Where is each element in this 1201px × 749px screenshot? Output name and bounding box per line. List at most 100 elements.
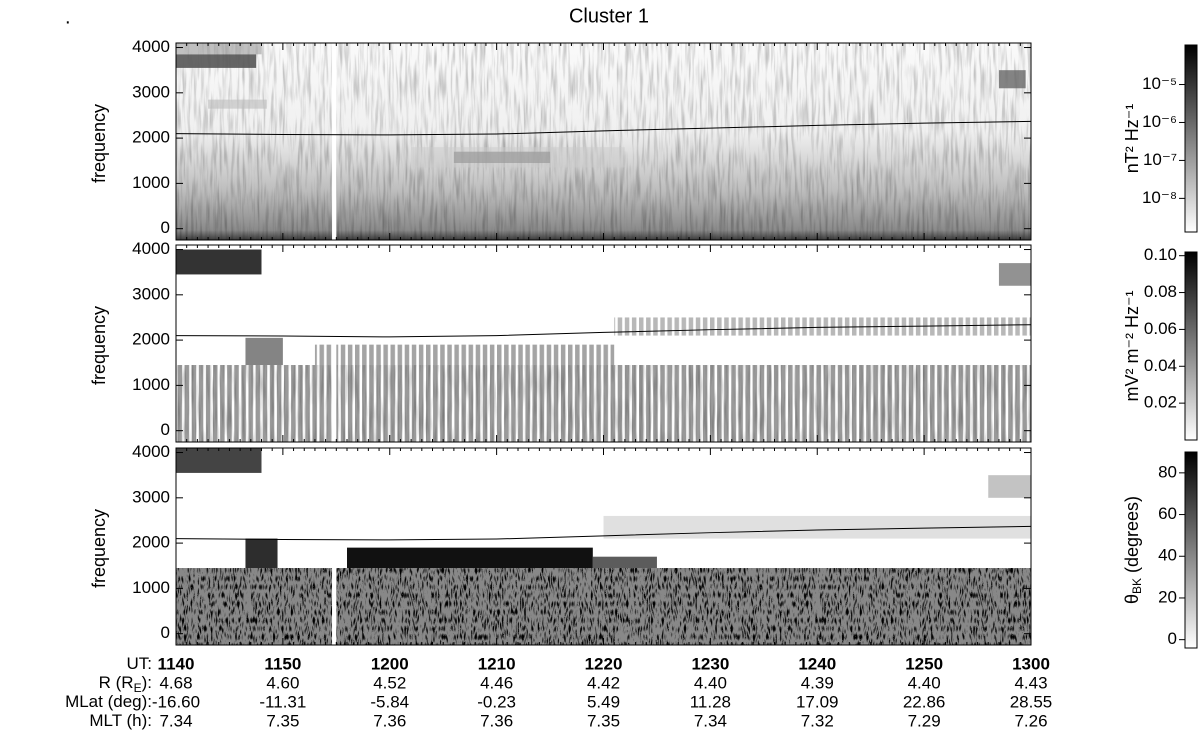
- row-label: R (RE):: [99, 673, 152, 695]
- corner-mark: .: [65, 6, 71, 28]
- spectrogram-region: [208, 99, 267, 109]
- ephemeris-value: 7.35: [587, 711, 620, 730]
- ephemeris-value: 7.26: [1014, 711, 1047, 730]
- ephemeris-value: 7.34: [159, 711, 192, 730]
- colorbar: [1184, 44, 1198, 233]
- ephemeris-value: 4.42: [587, 673, 620, 692]
- colorbar-tick-label: 0.02: [1144, 393, 1177, 412]
- spectrogram-region: [176, 249, 262, 275]
- y-tick-label: 4000: [132, 442, 170, 461]
- y-tick-label: 4000: [132, 239, 170, 258]
- colorbar-tick-label: 10⁻⁶: [1142, 112, 1177, 131]
- spectrogram-region: [592, 556, 657, 569]
- spectrogram-region: [314, 344, 615, 366]
- y-tick-label: 2000: [132, 128, 170, 147]
- y-tick-label: 1000: [132, 173, 170, 192]
- colorbar-label-text: mV² m⁻² Hz⁻¹: [1122, 291, 1142, 402]
- colorbar-tick-label: 20: [1158, 587, 1177, 606]
- x-tick-label: 1250: [905, 654, 943, 673]
- colorbar-tick-label: 0.06: [1144, 319, 1177, 338]
- ephemeris-value: 7.36: [480, 711, 513, 730]
- x-tick-label: 1140: [158, 654, 195, 673]
- spectrogram-region: [603, 515, 1031, 539]
- colorbar-label-sub: BK: [1130, 578, 1144, 594]
- spectrogram-region: [998, 70, 1026, 89]
- y-tick-label: 0: [161, 623, 170, 642]
- row-label-text: MLat (deg):: [65, 692, 152, 711]
- ephemeris-value: 7.35: [266, 711, 299, 730]
- ephemeris-value: 7.32: [801, 711, 834, 730]
- spectrogram-noise: [176, 568, 1031, 645]
- spectrogram-region: [176, 54, 257, 68]
- spectrogram-noise: [176, 43, 1031, 240]
- colorbar-label-text: θ: [1122, 594, 1142, 604]
- x-tick-label: 1240: [798, 654, 836, 673]
- y-tick-label: 1000: [132, 375, 170, 394]
- spectrogram-region: [245, 538, 278, 569]
- spectrogram-region: [176, 448, 262, 473]
- row-label-text: UT:: [127, 654, 153, 673]
- y-tick-label: 2000: [132, 533, 170, 552]
- spectrogram-region: [1052, 88, 1138, 102]
- colorbar-label: θBK (degrees): [1122, 496, 1144, 604]
- ephemeris-value: 4.40: [908, 673, 941, 692]
- colorbar-tick-label: 0.04: [1144, 356, 1177, 375]
- row-label-after: ):: [142, 673, 152, 692]
- y-axis-label: frequency: [89, 509, 109, 588]
- x-tick-label: 1230: [691, 654, 729, 673]
- colorbar-label-after: (degrees): [1122, 496, 1142, 578]
- colorbar-tick-label: 40: [1158, 546, 1177, 565]
- row-label-text: MLT (h):: [89, 711, 152, 730]
- colorbar: [1184, 251, 1198, 441]
- ephemeris-value: -5.84: [370, 692, 409, 711]
- ephemeris-value: 4.40: [694, 673, 727, 692]
- row-label-sub: E: [134, 681, 142, 695]
- ephemeris-value: 7.36: [373, 711, 406, 730]
- spectrogram-region: [347, 547, 593, 569]
- row-label: UT:: [127, 654, 153, 673]
- ephemeris-value: 4.46: [480, 673, 513, 692]
- data-gap: [332, 43, 337, 240]
- ephemeris-value: 17.09: [796, 692, 839, 711]
- ephemeris-value: -11.31: [259, 692, 306, 711]
- x-tick-label: 1220: [585, 654, 623, 673]
- spectrogram-region: [988, 475, 1031, 498]
- y-tick-label: 0: [161, 420, 170, 439]
- y-axis-label: frequency: [89, 104, 109, 183]
- colorbar-tick-label: 60: [1158, 504, 1177, 523]
- x-tick-label: 1150: [264, 654, 301, 673]
- row-label-text: R (R: [99, 673, 134, 692]
- overlay-line: [175, 324, 1032, 338]
- spectrogram-region: [998, 263, 1031, 286]
- ephemeris-value: -16.60: [152, 692, 200, 711]
- y-tick-label: 2000: [132, 330, 170, 349]
- spectrogram-region: [245, 337, 283, 366]
- spectrogram: [176, 245, 1031, 442]
- x-tick-label: 1300: [1012, 654, 1050, 673]
- colorbar-tick-label: 80: [1158, 462, 1177, 481]
- x-tick-label: 1210: [478, 654, 516, 673]
- colorbar-tick-label: 0.10: [1144, 245, 1177, 264]
- y-tick-label: 3000: [132, 82, 170, 101]
- spectrogram-noise: [176, 365, 1031, 442]
- colorbar-tick-label: 10⁻⁵: [1142, 74, 1177, 93]
- colorbar: [1184, 451, 1198, 649]
- overlay-line: [175, 120, 1032, 136]
- ephemeris-value: 5.49: [587, 692, 620, 711]
- ephemeris-value: 28.55: [1010, 692, 1053, 711]
- y-tick-label: 4000: [132, 37, 170, 56]
- ephemeris-value: 7.29: [908, 711, 941, 730]
- spectrogram-region: [411, 147, 625, 168]
- x-tick-label: 1200: [371, 654, 409, 673]
- y-tick-label: 3000: [132, 487, 170, 506]
- spectrogram: [176, 43, 1138, 240]
- ephemeris-value: 4.52: [373, 673, 406, 692]
- y-tick-label: 1000: [132, 578, 170, 597]
- colorbar-label: mV² m⁻² Hz⁻¹: [1122, 291, 1142, 402]
- ephemeris-value: 7.34: [694, 711, 727, 730]
- overlay-line: [175, 525, 1032, 541]
- data-gap: [332, 448, 337, 645]
- row-label: MLT (h):: [89, 711, 152, 730]
- colorbar-tick-label: 0: [1168, 629, 1177, 648]
